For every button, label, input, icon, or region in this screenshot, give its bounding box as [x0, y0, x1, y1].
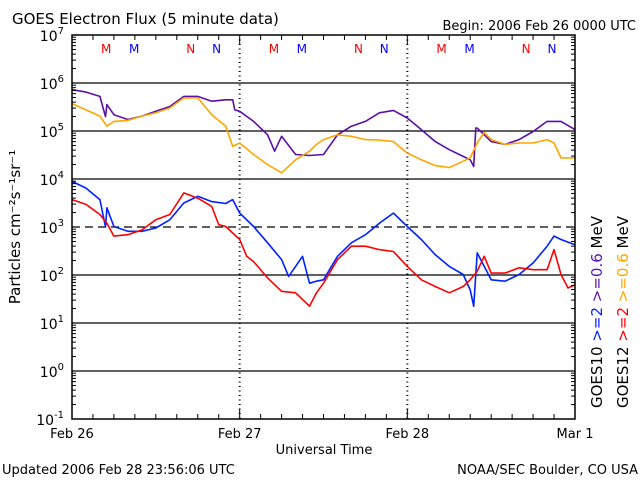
- x-tick-label: Feb 27: [218, 427, 262, 442]
- y-tick-label: 105: [40, 122, 64, 141]
- legend-satellite: GOES10: [588, 346, 606, 408]
- series-lines: [71, 88, 576, 308]
- y-tick-label: 100: [40, 362, 64, 381]
- legend-unit: MeV: [614, 215, 632, 248]
- y-tick-label: 107: [40, 26, 64, 45]
- y-tick-label: 103: [40, 218, 64, 237]
- marker-label: M: [297, 42, 307, 56]
- marker-label: M: [464, 42, 474, 56]
- legend-channel-06mev: >=0.6: [588, 253, 606, 302]
- series-line: [71, 192, 576, 308]
- x-tick-label: Feb 26: [50, 427, 94, 442]
- y-tick-exponent: 0: [58, 362, 64, 373]
- legend-text: GOES12 >=2 >=0.6 MeV: [614, 215, 632, 408]
- marker-label: M: [269, 42, 279, 56]
- x-tick-label: Feb 28: [385, 427, 429, 442]
- y-tick-base: 10: [40, 221, 58, 237]
- legend-channel-2mev: >=2: [588, 307, 606, 342]
- y-tick-base: 10: [40, 125, 58, 141]
- y-tick-base: 10: [40, 77, 58, 93]
- y-tick-exponent: 4: [58, 170, 64, 181]
- updated-timestamp: Updated 2006 Feb 28 23:56:06 UTC: [2, 463, 235, 478]
- marker-label: M: [436, 42, 446, 56]
- y-tick-label: 104: [40, 170, 64, 189]
- begin-label: Begin: 2006 Feb 26 0000 UTC: [442, 19, 636, 34]
- series-line: [71, 97, 575, 174]
- legend-entry: GOES12 >=2 >=0.6 MeV: [614, 215, 632, 408]
- marker-label: N: [212, 42, 221, 56]
- marker-label: N: [522, 42, 531, 56]
- marker-label: N: [354, 42, 363, 56]
- y-tick-base: 10: [40, 173, 58, 189]
- y-tick-base: 10: [36, 413, 54, 429]
- legend-channel-06mev: >=0.6: [614, 253, 632, 302]
- legend-unit: MeV: [588, 215, 606, 248]
- legend-satellite: GOES12: [614, 346, 632, 408]
- y-tick-exponent: 1: [58, 314, 64, 325]
- credit-label: NOAA/SEC Boulder, CO USA: [457, 463, 638, 478]
- x-axis-label: Universal Time: [276, 443, 373, 458]
- x-tick-label: Mar 1: [557, 427, 594, 442]
- y-tick-base: 10: [40, 365, 58, 381]
- series-line: [71, 180, 576, 308]
- legend-text: GOES10 >=2 >=0.6 MeV: [588, 215, 606, 408]
- y-tick-base: 10: [40, 317, 58, 333]
- marker-label: N: [186, 42, 195, 56]
- y-tick-base: 10: [40, 269, 58, 285]
- y-tick-label: 106: [40, 74, 64, 93]
- y-tick-exponent: 5: [58, 122, 64, 133]
- y-tick-exponent: 6: [58, 74, 64, 85]
- marker-label: M: [129, 42, 139, 56]
- marker-label: N: [547, 42, 556, 56]
- marker-label: M: [101, 42, 111, 56]
- gridlines: [72, 35, 575, 419]
- legend-entry: GOES10 >=2 >=0.6 MeV: [588, 215, 606, 408]
- local-time-markers: M M MM M MN N NN N N: [101, 42, 556, 56]
- y-tick-exponent: -1: [54, 410, 64, 421]
- chart-title: GOES Electron Flux (5 minute data): [12, 10, 279, 28]
- y-tick-label: 10-1: [36, 410, 64, 429]
- y-tick-exponent: 7: [58, 26, 64, 37]
- y-tick-label: 102: [40, 266, 64, 285]
- y-axis-label: Particles cm⁻²s⁻¹sr⁻¹: [6, 150, 24, 304]
- marker-label: N: [380, 42, 389, 56]
- y-tick-label: 101: [40, 314, 64, 333]
- legend-channel-2mev: >=2: [614, 307, 632, 342]
- y-tick-exponent: 2: [58, 266, 64, 277]
- y-tick-base: 10: [40, 29, 58, 45]
- y-tick-exponent: 3: [58, 218, 64, 229]
- series-line: [71, 88, 576, 168]
